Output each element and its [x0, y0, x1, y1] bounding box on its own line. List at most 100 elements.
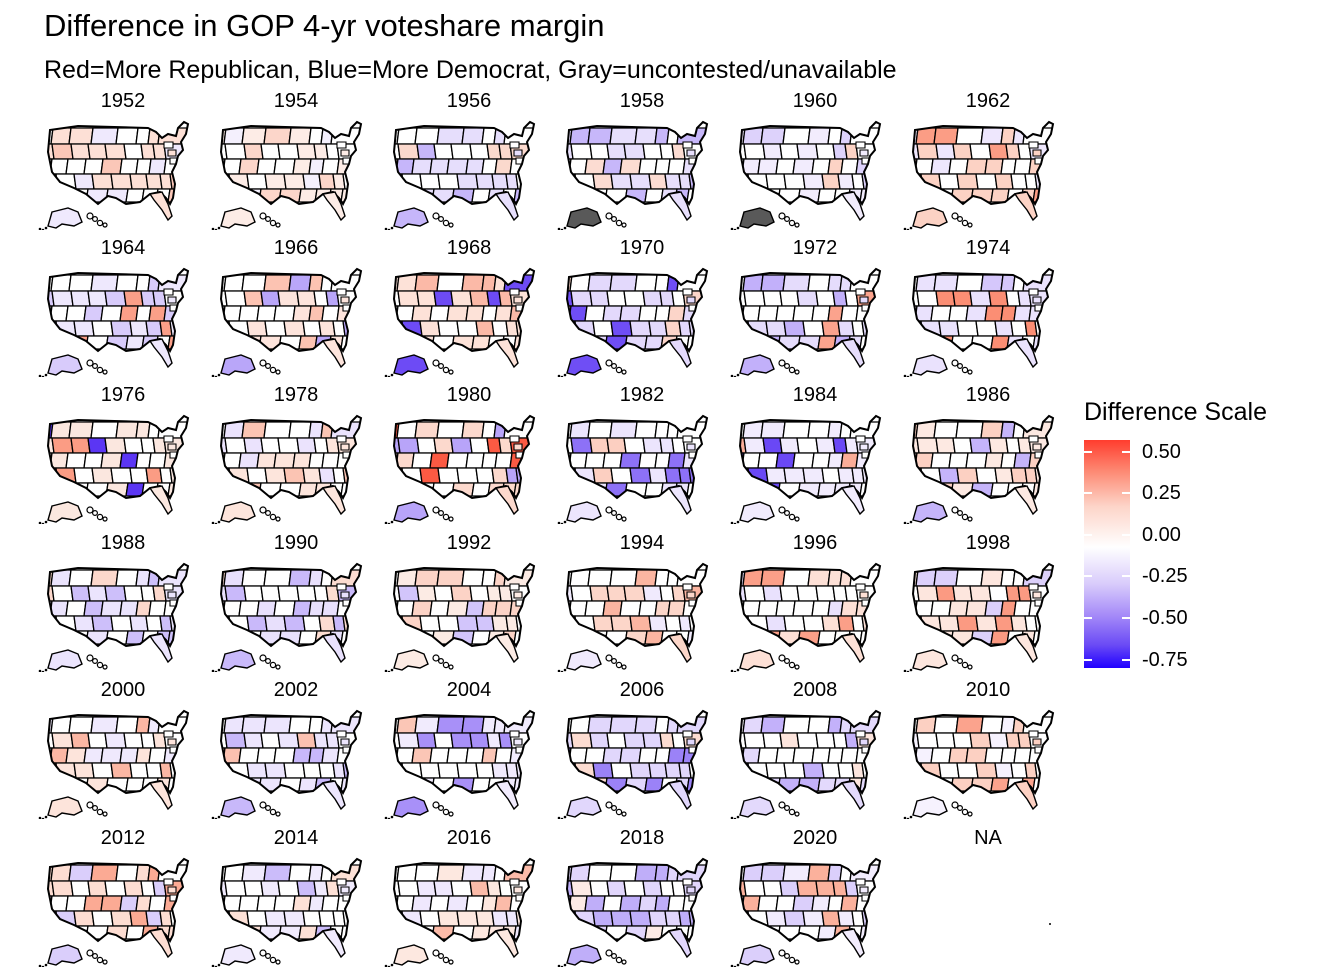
country-outline — [219, 120, 363, 206]
alaska-inset — [393, 501, 429, 523]
state-region — [807, 274, 831, 292]
state-region — [775, 895, 796, 912]
state-region — [414, 569, 440, 587]
hawaii-inset — [432, 949, 440, 957]
state-region — [48, 925, 69, 940]
state-region — [340, 738, 350, 746]
state-region — [260, 143, 281, 160]
hawaii-inset — [259, 212, 267, 220]
state-region — [984, 747, 1004, 764]
state-region — [397, 585, 420, 602]
state-region — [648, 467, 668, 484]
hawaii-inset — [442, 366, 450, 374]
hawaii-inset — [442, 219, 450, 227]
state-region — [241, 716, 267, 734]
hawaii-inset — [956, 362, 963, 369]
hawaii-inset — [432, 801, 440, 809]
state-region — [336, 435, 347, 443]
state-region — [419, 615, 441, 632]
state-region — [491, 173, 509, 190]
state-region — [148, 928, 173, 959]
hawaii-inset — [91, 362, 98, 369]
state-region — [602, 747, 623, 764]
state-region — [743, 732, 766, 749]
state-region — [1032, 591, 1042, 599]
panel-year-label: 1992 — [446, 532, 492, 554]
state-region — [411, 747, 433, 764]
state-region — [340, 591, 350, 599]
map-panel: 1988 — [38, 532, 208, 672]
state-region — [509, 288, 520, 296]
state-region — [336, 878, 347, 886]
state-region — [765, 173, 787, 190]
state-region — [807, 864, 831, 882]
state-region — [491, 467, 509, 484]
state-region — [757, 630, 781, 645]
state-region — [782, 864, 811, 882]
state-region — [609, 274, 638, 292]
state-region — [394, 630, 415, 645]
state-region — [100, 600, 123, 617]
state-region — [169, 467, 188, 484]
state-region — [51, 880, 74, 897]
state-region — [956, 762, 979, 779]
state-region — [688, 173, 707, 190]
state-region — [296, 585, 317, 602]
us-state-map — [903, 709, 1055, 819]
hawaii-inset — [794, 516, 800, 522]
state-region — [740, 290, 747, 307]
state-region — [623, 143, 646, 160]
panel-year-label: 1970 — [619, 237, 665, 259]
state-region — [115, 864, 139, 882]
state-region — [465, 747, 485, 764]
state-region — [664, 910, 682, 927]
us-state-map — [211, 562, 363, 672]
state-region — [629, 320, 652, 337]
hawaii-inset — [794, 664, 800, 670]
state-region — [682, 730, 693, 738]
state-region — [119, 452, 139, 469]
state-region — [224, 290, 247, 307]
state-region — [988, 143, 1009, 160]
state-region — [933, 716, 959, 734]
hawaii-inset — [275, 222, 281, 228]
state-region — [277, 437, 300, 454]
state-region — [821, 320, 841, 337]
state-region — [602, 895, 623, 912]
state-region — [123, 437, 144, 454]
state-region — [792, 747, 815, 764]
state-region — [450, 585, 473, 602]
state-region — [83, 452, 104, 469]
state-region — [221, 777, 242, 792]
state-region — [638, 895, 658, 912]
state-region — [461, 864, 485, 882]
state-region — [475, 762, 495, 779]
state-region — [1013, 780, 1038, 811]
state-region — [609, 421, 638, 439]
state-region — [994, 467, 1014, 484]
hawaii-inset — [610, 509, 617, 516]
state-region — [163, 435, 174, 443]
state-region — [570, 143, 593, 160]
state-region — [123, 143, 144, 160]
us-state-map — [38, 562, 190, 672]
state-region — [602, 452, 623, 469]
state-region — [241, 569, 267, 587]
country-outline — [46, 709, 190, 795]
panel-year-label: 1976 — [100, 384, 146, 406]
state-region — [494, 485, 519, 516]
hawaii-inset — [86, 654, 94, 662]
state-region — [419, 467, 441, 484]
state-region — [73, 173, 95, 190]
state-region — [757, 158, 779, 175]
hawaii-inset — [788, 956, 796, 964]
state-region — [129, 910, 149, 927]
state-region — [952, 290, 973, 307]
state-region — [1032, 149, 1042, 157]
state-region — [859, 443, 869, 451]
hawaii-inset — [967, 222, 973, 228]
state-region — [606, 437, 627, 454]
state-region — [321, 338, 346, 369]
state-region — [1010, 320, 1028, 337]
state-region — [65, 335, 89, 350]
